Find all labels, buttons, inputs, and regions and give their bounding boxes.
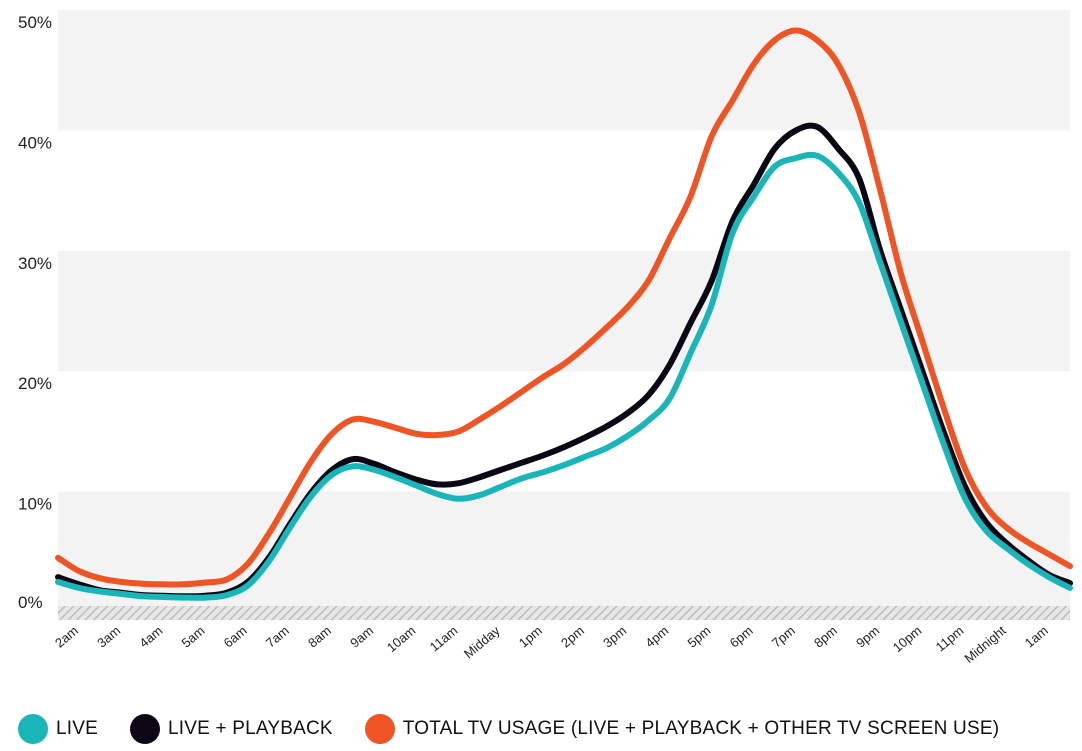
- legend: LIVE LIVE + PLAYBACK TOTAL TV USAGE (LIV…: [18, 712, 1031, 746]
- x-tick-label: 8am: [305, 623, 334, 651]
- x-tick-label: 6pm: [727, 623, 756, 651]
- legend-item-live: LIVE: [18, 714, 98, 744]
- x-tick-label: 3am: [94, 623, 123, 651]
- x-tick-label: 7am: [263, 623, 292, 651]
- legend-swatch-total-tv-usage: [364, 714, 395, 744]
- x-tick-label: Midnight: [961, 623, 1009, 666]
- legend-label-live-playback: LIVE + PLAYBACK: [168, 718, 333, 739]
- legend-swatch-live-playback: [130, 714, 160, 744]
- x-tick-label: 10am: [384, 623, 419, 655]
- grid-bands: [58, 10, 1070, 612]
- x-tick-label: 5pm: [684, 623, 713, 651]
- y-tick-label: 20%: [18, 374, 52, 393]
- x-tick-label: 8pm: [811, 623, 840, 651]
- legend-label-live: LIVE: [56, 718, 98, 739]
- grid-band: [58, 10, 1070, 131]
- x-tick-label: 1pm: [516, 623, 545, 651]
- series-lines: [55, 27, 1073, 601]
- legend-item-total-tv-usage: TOTAL TV USAGE (LIVE + PLAYBACK + OTHER …: [364, 714, 1000, 744]
- x-tick-label: 11pm: [933, 623, 967, 655]
- baseline-hatch: [58, 606, 1070, 620]
- x-tick-label: Midday: [461, 622, 503, 661]
- x-tick-label: 3pm: [600, 623, 629, 651]
- x-tick-label: 9pm: [853, 623, 882, 651]
- x-tick-label: 2pm: [558, 623, 587, 651]
- y-tick-label: 50%: [18, 13, 52, 32]
- y-axis-ticks: 0% 10% 20% 30% 40% 50%: [18, 13, 52, 612]
- y-tick-label: 0%: [18, 593, 43, 612]
- x-tick-label: 11am: [427, 623, 461, 655]
- y-tick-label: 30%: [18, 254, 52, 273]
- x-tick-label: 10pm: [890, 623, 925, 655]
- x-tick-label: 1am: [1022, 623, 1051, 651]
- x-tick-label: 6am: [221, 623, 250, 651]
- series-line-total-tv-usage: [55, 27, 1073, 588]
- legend-item-live-playback: LIVE + PLAYBACK: [130, 714, 333, 744]
- series-line-live: [55, 151, 1073, 601]
- x-tick-label: 7pm: [769, 623, 798, 651]
- y-tick-label: 10%: [18, 495, 52, 514]
- x-tick-label: 4pm: [642, 623, 671, 651]
- x-tick-label: 9am: [347, 623, 376, 651]
- legend-label-total-tv-usage: TOTAL TV USAGE (LIVE + PLAYBACK + OTHER …: [402, 718, 1000, 739]
- x-axis-ticks: 2am 3am 4am 5am 6am 7am 8am 9am 10am 11am Midday 1p…: [52, 622, 1051, 665]
- x-tick-label: 2am: [52, 623, 81, 651]
- x-tick-label: 5am: [178, 623, 207, 651]
- y-tick-label: 40%: [18, 133, 52, 152]
- legend-swatch-live: [18, 714, 48, 744]
- x-tick-label: 4am: [136, 623, 165, 651]
